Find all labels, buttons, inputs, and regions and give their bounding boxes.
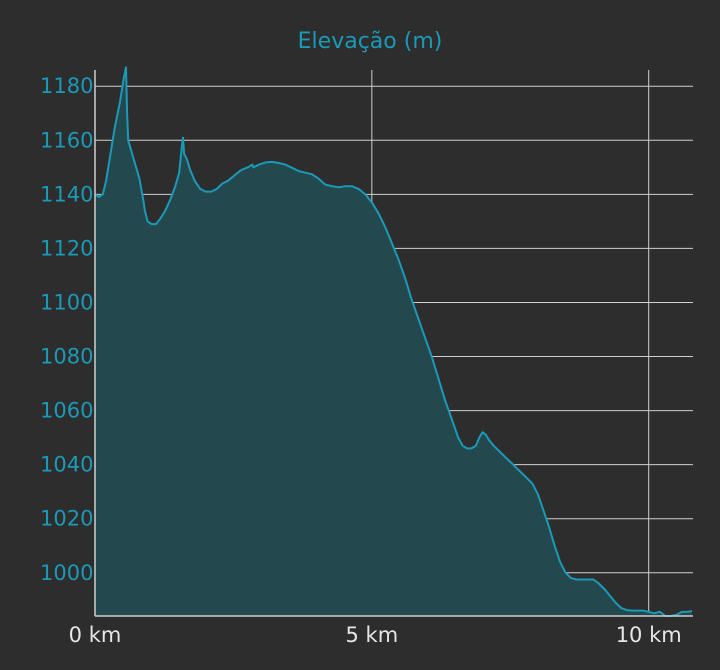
y-tick-labels: 1000 1020 1040 1060 1080 1100 1120 1140 1160 1180 [40,74,93,585]
y-tick-label-1100: 1100 [40,290,93,314]
y-tick-label-1040: 1040 [40,453,93,477]
x-tick-labels: 0 km 5 km 10 km [69,623,682,647]
y-tick-label-1020: 1020 [40,507,93,531]
x-tick-label-5: 5 km [346,623,399,647]
elevation-area-fill [95,67,692,617]
chart-title: Elevação (m) [298,29,443,54]
y-tick-label-1060: 1060 [40,399,93,423]
x-tick-label-0: 0 km [69,623,122,647]
x-tick-label-10: 10 km [616,623,682,647]
y-tick-label-1080: 1080 [40,345,93,369]
y-tick-label-1000: 1000 [40,561,93,585]
elevation-line [94,66,693,617]
y-tick-label-1180: 1180 [40,74,93,98]
y-tick-label-1140: 1140 [40,182,93,206]
y-tick-label-1160: 1160 [40,128,93,152]
y-tick-label-1120: 1120 [40,236,93,260]
